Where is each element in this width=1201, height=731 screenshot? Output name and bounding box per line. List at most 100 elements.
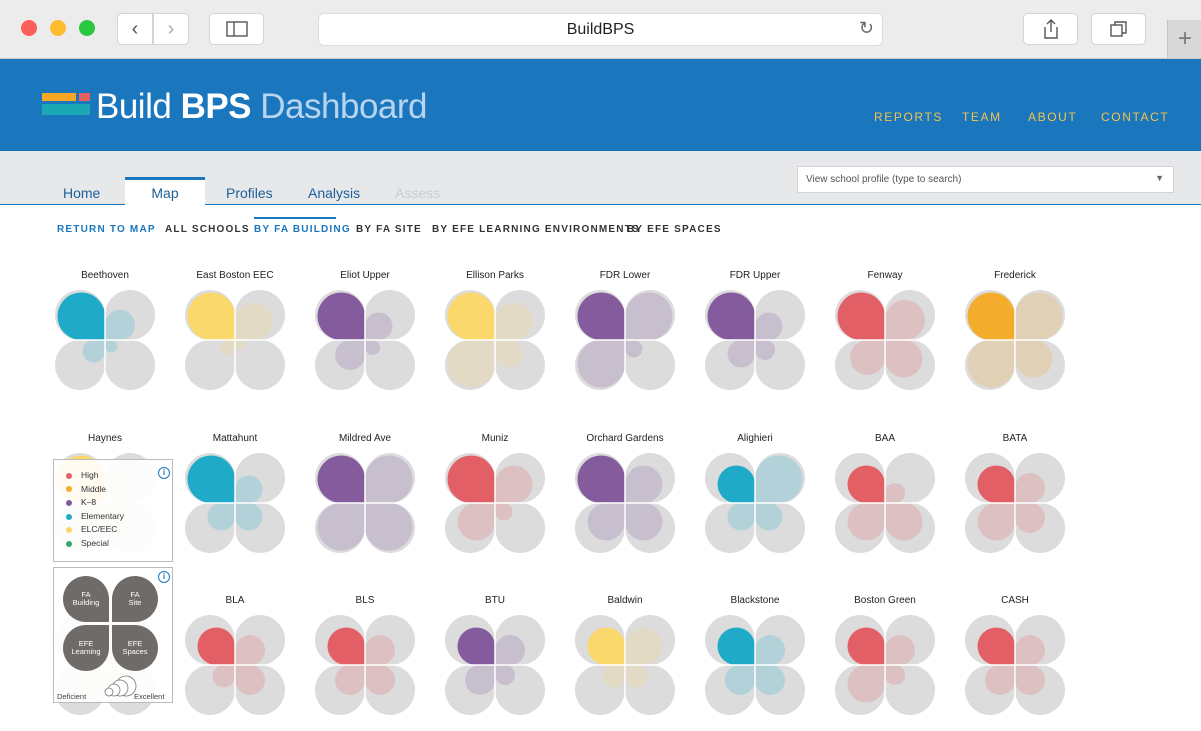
school-score-flower[interactable] xyxy=(185,290,285,390)
school-card[interactable]: Boston Green xyxy=(830,595,940,725)
school-name: Muniz xyxy=(481,433,509,444)
school-score-flower[interactable] xyxy=(835,290,935,390)
school-card[interactable]: FDR Upper xyxy=(700,270,810,400)
minimize-window-button[interactable] xyxy=(50,20,66,36)
school-card[interactable]: Blackstone xyxy=(700,595,810,725)
fa-building-petal xyxy=(577,292,625,340)
efe-learning-petal-background xyxy=(835,503,885,553)
efe-spaces-petal-background xyxy=(365,665,415,715)
tab-assess[interactable]: Assess xyxy=(395,185,441,201)
return-to-map-link[interactable]: RETURN TO MAP xyxy=(57,224,156,235)
share-button[interactable] xyxy=(1023,13,1078,45)
filter-by-fa-site[interactable]: BY FA SITE xyxy=(356,224,422,235)
efe-learning-petal-background xyxy=(705,340,755,390)
school-card[interactable]: Ellison Parks xyxy=(440,270,550,400)
school-card[interactable]: BATA xyxy=(960,433,1070,563)
school-score-flower[interactable] xyxy=(835,453,935,553)
school-card[interactable]: CASH xyxy=(960,595,1070,725)
school-search-select[interactable]: View school profile (type to search) ▼ xyxy=(797,166,1174,193)
efe-spaces-petal-background xyxy=(495,665,545,715)
fa-site-petal xyxy=(755,312,783,340)
school-card[interactable]: East Boston EEC xyxy=(180,270,290,400)
efe-spaces-petal xyxy=(625,665,648,688)
school-score-flower[interactable] xyxy=(445,290,545,390)
school-card[interactable]: BLA xyxy=(180,595,290,725)
forward-button[interactable]: › xyxy=(153,13,189,45)
school-score-flower[interactable] xyxy=(835,615,935,715)
school-card[interactable]: BTU xyxy=(440,595,550,725)
info-icon[interactable]: i xyxy=(158,467,170,479)
fa-building-petal xyxy=(447,292,495,340)
efe-spaces-petal xyxy=(235,503,263,531)
reload-icon[interactable]: ↻ xyxy=(858,18,874,38)
school-score-flower[interactable] xyxy=(445,453,545,553)
school-card[interactable]: Orchard Gardens xyxy=(570,433,680,563)
school-card[interactable]: Muniz xyxy=(440,433,550,563)
school-score-flower[interactable] xyxy=(705,615,805,715)
back-button[interactable]: ‹ xyxy=(117,13,153,45)
school-level-legend: i High Middle K–8 Elementary ELC/EEC Special xyxy=(53,459,173,562)
legend-color-dot xyxy=(66,527,72,534)
fa-building-petal xyxy=(317,455,365,503)
school-card[interactable]: Mattahunt xyxy=(180,433,290,563)
tab-profiles[interactable]: Profiles xyxy=(226,185,273,201)
efe-learning-petal-background xyxy=(315,340,365,390)
school-score-flower[interactable] xyxy=(445,615,545,715)
nav-about[interactable]: ABOUT xyxy=(1028,110,1078,124)
tab-analysis[interactable]: Analysis xyxy=(308,185,361,201)
efe-spaces-petal-background xyxy=(755,340,805,390)
school-name: Mildred Ave xyxy=(338,433,392,444)
school-search-placeholder: View school profile (type to search) xyxy=(806,174,962,185)
site-title[interactable]: Build BPS Dashboard xyxy=(96,87,427,126)
tab-home[interactable]: Home xyxy=(63,185,101,201)
new-tab-button[interactable]: + xyxy=(1167,20,1201,58)
efe-learning-petal xyxy=(725,665,755,695)
school-card[interactable]: Beethoven xyxy=(50,270,160,400)
school-score-flower[interactable] xyxy=(55,290,155,390)
fa-site-petal-background xyxy=(235,615,285,665)
school-score-flower[interactable] xyxy=(965,453,1065,553)
fa-building-petal xyxy=(187,292,235,340)
school-score-flower[interactable] xyxy=(705,290,805,390)
school-score-flower[interactable] xyxy=(185,615,285,715)
school-score-flower[interactable] xyxy=(965,290,1065,390)
efe-spaces-petal xyxy=(365,503,413,551)
filter-by-efe-spaces[interactable]: BY EFE SPACES xyxy=(627,224,722,235)
tabs-overview-button[interactable] xyxy=(1091,13,1146,45)
school-score-flower[interactable] xyxy=(965,615,1065,715)
zoom-window-button[interactable] xyxy=(79,20,95,36)
school-score-flower[interactable] xyxy=(575,615,675,715)
school-card[interactable]: Frederick xyxy=(960,270,1070,400)
school-score-flower[interactable] xyxy=(575,453,675,553)
school-score-flower[interactable] xyxy=(315,453,415,553)
close-window-button[interactable] xyxy=(21,20,37,36)
school-score-flower[interactable] xyxy=(705,453,805,553)
school-card[interactable]: Baldwin xyxy=(570,595,680,725)
filter-by-fa-building[interactable]: BY FA BUILDING xyxy=(254,224,351,235)
efe-spaces-petal-background xyxy=(235,503,285,553)
filter-all-schools[interactable]: ALL SCHOOLS xyxy=(165,224,250,235)
nav-team[interactable]: TEAM xyxy=(962,110,1002,124)
school-card[interactable]: FDR Lower xyxy=(570,270,680,400)
school-score-flower[interactable] xyxy=(315,290,415,390)
address-bar[interactable]: BuildBPS ↻ xyxy=(318,13,883,46)
efe-learning-petal xyxy=(207,503,235,531)
school-card[interactable]: Alighieri xyxy=(700,433,810,563)
school-score-flower[interactable] xyxy=(575,290,675,390)
tab-map[interactable]: Map xyxy=(125,177,205,205)
nav-contact[interactable]: CONTACT xyxy=(1101,110,1170,124)
school-score-flower[interactable] xyxy=(315,615,415,715)
info-icon[interactable]: i xyxy=(158,571,170,583)
school-card[interactable]: BAA xyxy=(830,433,940,563)
school-name: BLS xyxy=(355,595,375,606)
school-card[interactable]: Eliot Upper xyxy=(310,270,420,400)
school-card[interactable]: Mildred Ave xyxy=(310,433,420,563)
school-card[interactable]: BLS xyxy=(310,595,420,725)
school-name: Boston Green xyxy=(854,595,916,606)
school-card[interactable]: Fenway xyxy=(830,270,940,400)
sidebar-toggle-button[interactable] xyxy=(209,13,264,45)
fa-site-petal xyxy=(495,635,525,665)
school-score-flower[interactable] xyxy=(185,453,285,553)
nav-reports[interactable]: REPORTS xyxy=(874,110,943,124)
filter-by-efe-learning[interactable]: BY EFE LEARNING ENVIRONMENTS xyxy=(432,224,640,235)
